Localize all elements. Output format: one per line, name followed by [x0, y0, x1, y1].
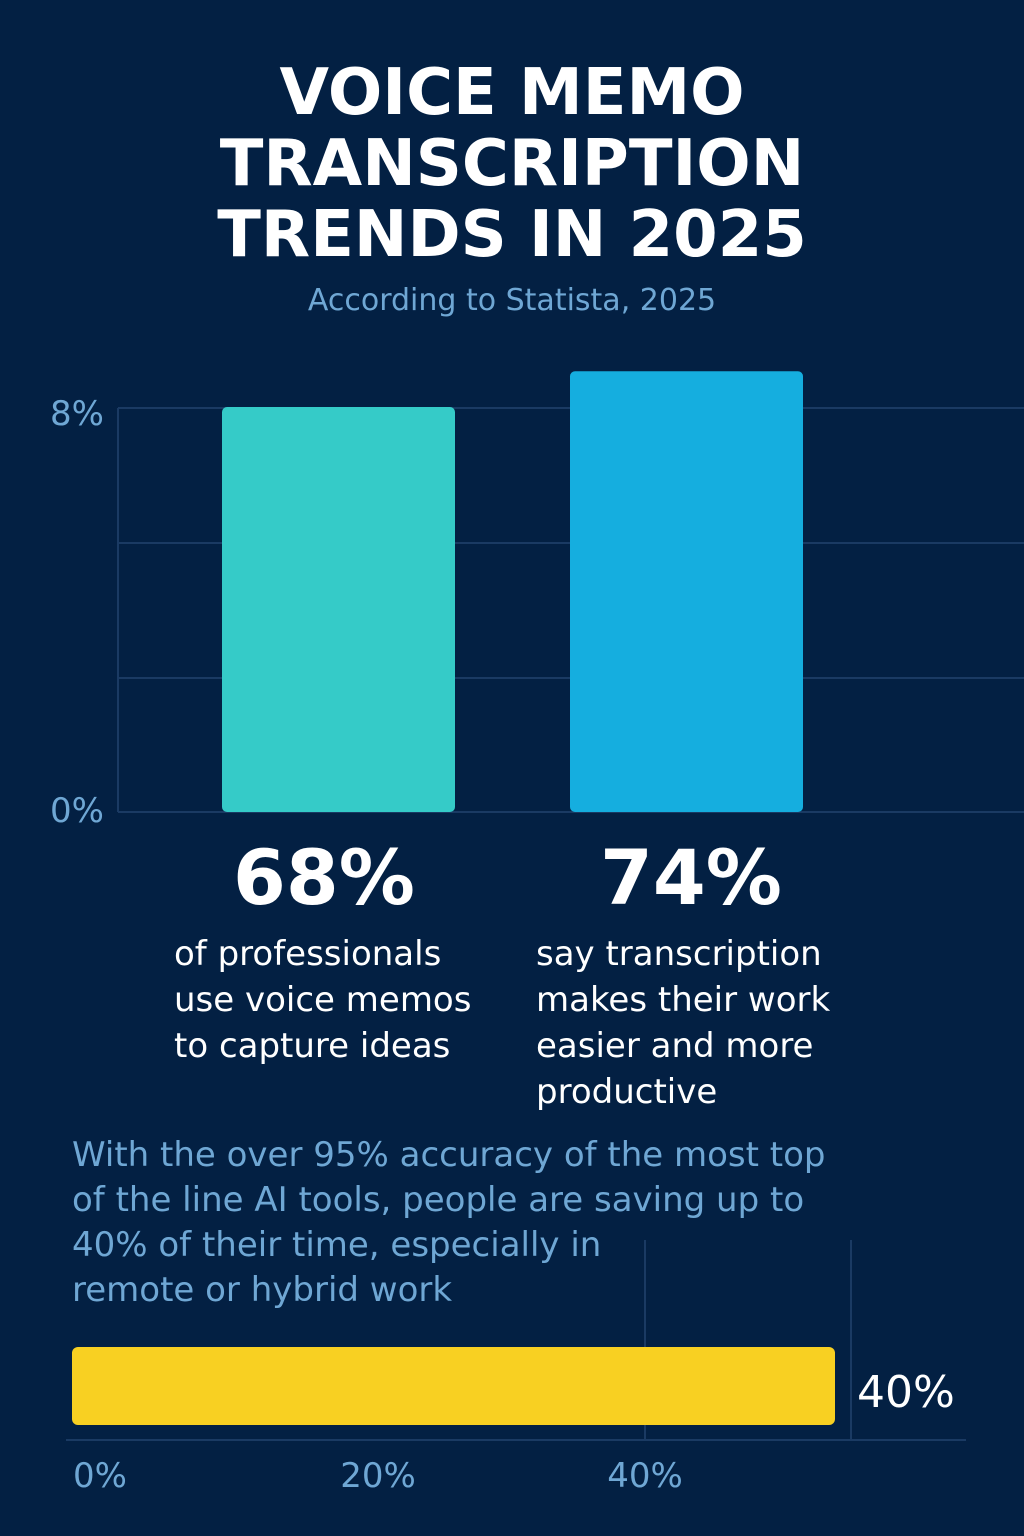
stat-transcription: 74% say transcription makes their work e…: [536, 828, 876, 1115]
note-line: 40% of their time, especially in: [72, 1225, 602, 1265]
stat-description-line: to capture ideas: [174, 1026, 451, 1066]
time-saving-bar: 40%: [72, 1347, 955, 1425]
bar: [570, 371, 803, 812]
x-tick-label: 20%: [340, 1456, 416, 1496]
note-line: of the line AI tools, people are saving …: [72, 1180, 805, 1220]
title-line-3: TRENDS IN 2025: [217, 198, 807, 272]
bar: [222, 407, 455, 812]
stat-description-line: makes their work: [536, 980, 831, 1020]
stat-description-line: use voice memos: [174, 980, 472, 1020]
stat-value: 74%: [600, 833, 782, 922]
y-tick-label: 0%: [50, 791, 104, 830]
bar-value-label: 40%: [857, 1367, 955, 1418]
time-saving-x-ticks: 0% 20% 40%: [73, 1456, 683, 1496]
subtitle: According to Statista, 2025: [307, 283, 717, 318]
stat-value: 68%: [233, 833, 415, 922]
stat-description: say transcription makes their work easie…: [536, 931, 876, 1115]
y-tick-label: 8%: [50, 394, 104, 434]
stat-description-line: productive: [536, 1072, 718, 1112]
time-saving-note: With the over 95% accuracy of the most t…: [72, 1133, 902, 1313]
x-tick-label: 40%: [607, 1456, 683, 1496]
stat-professionals: 68% of professionals use voice memos to …: [174, 828, 504, 1069]
title-line-2: TRANSCRIPTION: [219, 127, 805, 201]
x-tick-label: 0%: [73, 1456, 127, 1496]
note-line: With the over 95% accuracy of the most t…: [72, 1135, 826, 1175]
bar-chart-bars: [222, 371, 803, 812]
stat-description-line: of professionals: [174, 934, 442, 974]
stat-description-line: easier and more: [536, 1026, 814, 1066]
bar-chart-y-ticks: 8% 0%: [50, 394, 104, 830]
page-title: VOICE MEMO TRANSCRIPTION TRENDS IN 2025: [0, 58, 1024, 271]
progress-bar: [72, 1347, 835, 1425]
stat-description-line: say transcription: [536, 934, 822, 974]
title-line-1: VOICE MEMO: [279, 56, 745, 130]
bar-chart: 8% 0%: [50, 371, 1024, 830]
note-line: remote or hybrid work: [72, 1270, 453, 1310]
stat-description: of professionals use voice memos to capt…: [174, 931, 504, 1069]
